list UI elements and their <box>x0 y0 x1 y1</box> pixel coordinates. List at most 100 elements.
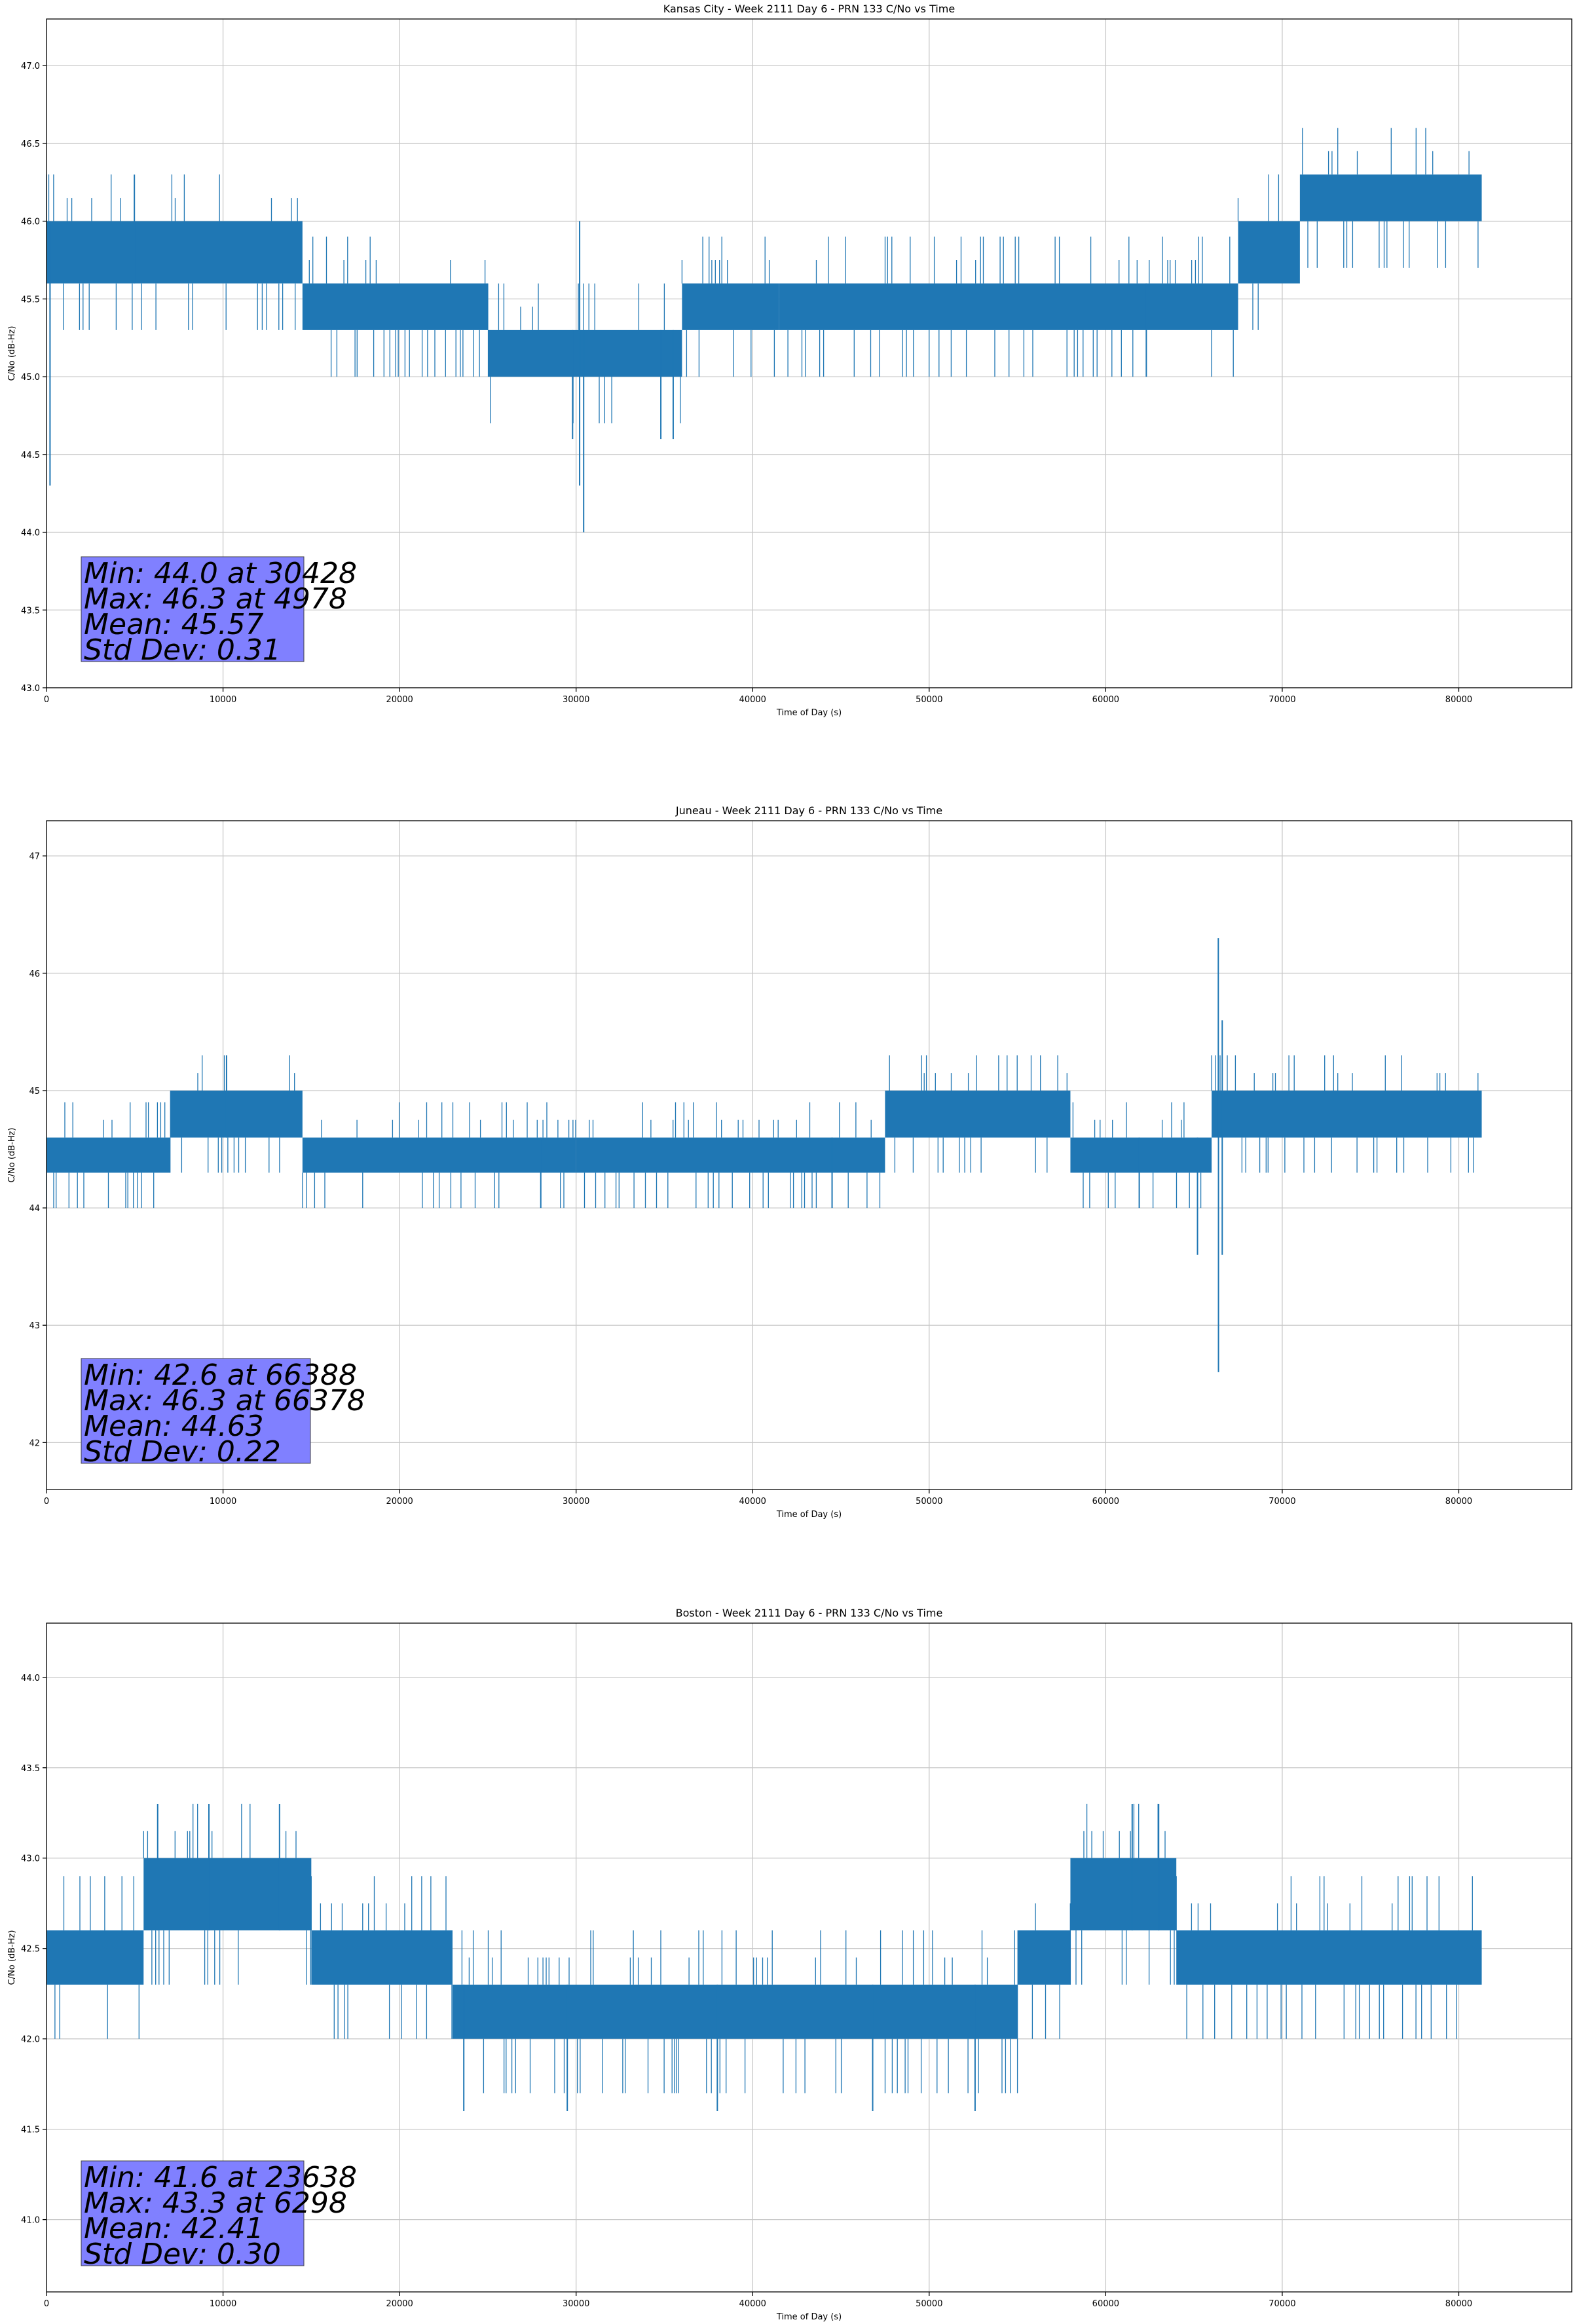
stats-min-text: Min: 41.6 at 23638 <box>84 2161 357 2194</box>
x-tick-label: 20000 <box>386 695 413 705</box>
data-jitter <box>487 283 681 424</box>
data-jitter <box>143 1803 312 1985</box>
chart-title: Kansas City - Week 2111 Day 6 - PRN 133 … <box>663 3 955 15</box>
data-band <box>46 221 303 284</box>
x-tick-label: 70000 <box>1269 2299 1295 2309</box>
chart-title: Boston - Week 2111 Day 6 - PRN 133 C/No … <box>676 1607 943 1619</box>
data-band <box>487 329 682 377</box>
data-jitter <box>1072 1102 1202 1209</box>
data-jitter <box>461 1930 1018 2093</box>
y-tick-label: 41.5 <box>21 2126 40 2135</box>
y-tick-label: 47.0 <box>21 62 40 71</box>
data-band <box>1070 1137 1212 1173</box>
x-tick-label: 10000 <box>210 2299 236 2309</box>
data-jitter <box>170 1055 295 1173</box>
x-tick-label: 40000 <box>739 1497 766 1507</box>
y-tick-label: 47 <box>29 852 40 862</box>
x-tick-label: 60000 <box>1092 2299 1119 2309</box>
stats-max-text: Max: 46.3 at 66378 <box>84 1384 365 1417</box>
x-tick-label: 70000 <box>1269 695 1295 705</box>
x-tick-label: 20000 <box>386 2299 413 2309</box>
y-tick-label: 46.0 <box>21 217 40 227</box>
stats-std-text: Std Dev: 0.30 <box>84 2238 281 2271</box>
x-tick-label: 20000 <box>386 1497 413 1507</box>
x-tick-label: 0 <box>44 1497 49 1507</box>
x-tick-label: 40000 <box>739 2299 766 2309</box>
chart-panel: 0 10000 20000 30000 40000 50000 60000 70000 8000… <box>7 804 1572 1520</box>
y-tick-label: 42.0 <box>21 2035 40 2045</box>
axes-frame <box>46 1622 1572 2293</box>
stats-min-text: Min: 44.0 at 30428 <box>84 557 357 590</box>
x-tick-label: 60000 <box>1092 695 1119 705</box>
data-band <box>1070 1858 1177 1931</box>
data-jitter <box>1237 174 1280 330</box>
x-tick-label: 80000 <box>1445 1497 1472 1507</box>
data-band <box>779 283 1238 330</box>
data-jitter <box>889 1055 1067 1173</box>
data-band <box>576 1137 885 1173</box>
data-band <box>885 1090 1071 1138</box>
y-tick-label: 44.0 <box>21 529 40 538</box>
data-jitter <box>308 236 486 377</box>
y-tick-label: 44.0 <box>21 1674 40 1683</box>
x-tick-label: 40000 <box>739 695 766 705</box>
data-jitter <box>1302 128 1479 268</box>
y-tick-label: 42.5 <box>21 1945 40 1955</box>
x-tick-label: 0 <box>44 2299 49 2309</box>
stats-std-text: Std Dev: 0.22 <box>84 1435 281 1469</box>
y-tick-label: 45.0 <box>21 373 40 383</box>
y-tick-label: 43.0 <box>21 1854 40 1864</box>
data-jitter <box>1069 1803 1175 1985</box>
y-tick-label: 44 <box>29 1204 40 1214</box>
stats-box <box>81 2160 305 2266</box>
data-band <box>143 1858 312 1931</box>
y-tick-label: 41.0 <box>21 2216 40 2226</box>
x-axis-label: Time of Day (s) <box>776 708 842 718</box>
data-band <box>311 1930 453 1985</box>
x-tick-label: 50000 <box>916 695 942 705</box>
axes-frame <box>46 18 1572 688</box>
stats-mean-text: Mean: 42.41 <box>84 2212 264 2245</box>
x-tick-label: 70000 <box>1269 1497 1295 1507</box>
data-jitter <box>302 1102 576 1209</box>
y-tick-label: 43.5 <box>21 606 40 616</box>
data-jitter <box>787 236 1234 377</box>
y-tick-label: 46 <box>29 969 40 979</box>
y-tick-label: 45.5 <box>21 295 40 305</box>
y-tick-label: 42 <box>29 1438 40 1448</box>
x-tick-label: 0 <box>44 695 49 705</box>
x-tick-label: 80000 <box>1445 695 1472 705</box>
y-tick-label: 46.5 <box>21 140 40 149</box>
chart-title: Juneau - Week 2111 Day 6 - PRN 133 C/No … <box>675 804 942 817</box>
x-tick-label: 30000 <box>563 2299 589 2309</box>
chart-panel: 0 10000 20000 30000 40000 50000 60000 70000 8000… <box>7 1607 1572 2322</box>
data-band <box>1176 1930 1482 1985</box>
stats-min-text: Min: 42.6 at 66388 <box>84 1359 357 1392</box>
axes-frame <box>46 820 1572 1490</box>
y-tick-label: 45 <box>29 1087 40 1096</box>
data-jitter <box>681 236 775 377</box>
stats-max-text: Max: 43.3 at 6298 <box>84 2186 347 2220</box>
x-tick-label: 80000 <box>1445 2299 1472 2309</box>
x-axis-label: Time of Day (s) <box>776 1510 842 1520</box>
data-jitter <box>1211 1055 1479 1173</box>
x-tick-label: 10000 <box>210 695 236 705</box>
y-axis-label: C/No (dB-Hz) <box>7 1930 17 1985</box>
x-tick-label: 30000 <box>563 695 589 705</box>
stats-mean-text: Mean: 45.57 <box>84 608 264 641</box>
stats-box <box>81 1358 311 1464</box>
data-band <box>302 1137 576 1173</box>
x-tick-label: 10000 <box>210 1497 236 1507</box>
stats-std-text: Std Dev: 0.31 <box>84 633 281 667</box>
data-jitter <box>54 1876 139 2039</box>
x-axis-label: Time of Day (s) <box>776 2312 842 2322</box>
stats-max-text: Max: 46.3 at 4978 <box>84 582 347 616</box>
data-band <box>170 1090 303 1138</box>
stats-box <box>81 556 305 662</box>
y-tick-label: 43.5 <box>21 1764 40 1774</box>
data-band <box>1299 174 1482 221</box>
data-band <box>682 283 779 330</box>
data-jitter <box>1016 1903 1071 2039</box>
x-tick-label: 50000 <box>916 1497 942 1507</box>
data-jitter <box>310 1876 453 2039</box>
